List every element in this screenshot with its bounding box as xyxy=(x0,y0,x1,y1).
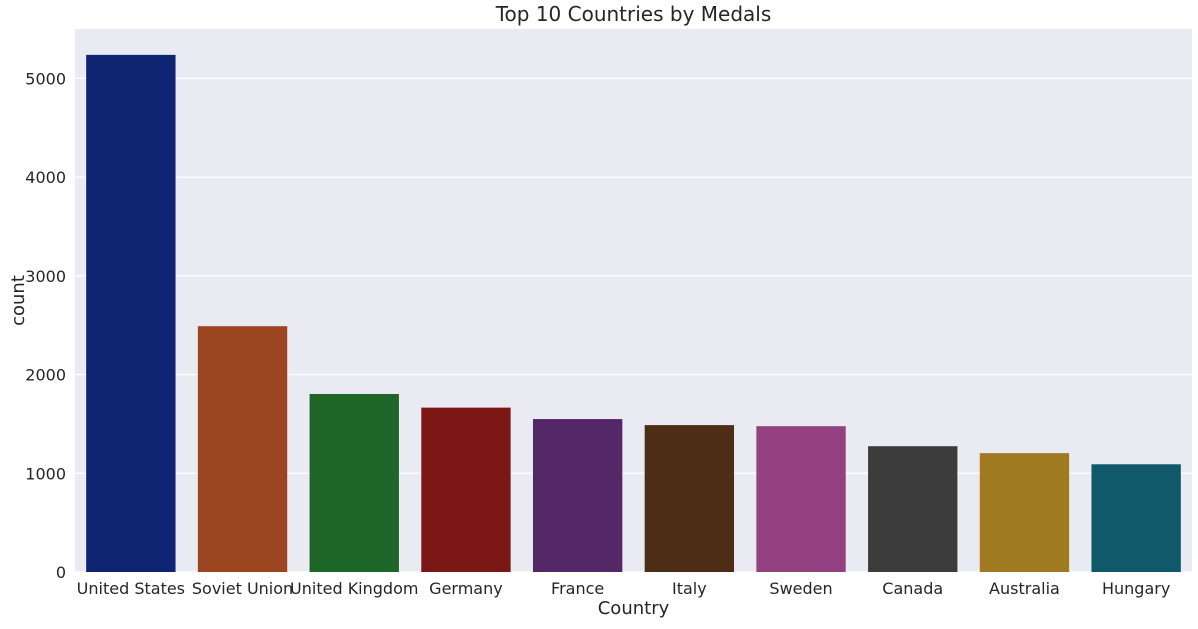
bar xyxy=(868,446,958,572)
x-tick-label: Australia xyxy=(989,579,1060,598)
x-tick-label: Sweden xyxy=(769,579,832,598)
bars xyxy=(86,54,1181,572)
x-tick-label: Soviet Union xyxy=(192,579,293,598)
x-tick-label: United Kingdom xyxy=(290,579,418,598)
bar xyxy=(309,393,399,572)
bar xyxy=(86,54,176,572)
bar xyxy=(421,407,511,572)
y-tick-label: 4000 xyxy=(25,168,66,187)
x-tick-label: Canada xyxy=(882,579,943,598)
x-tick-label: Italy xyxy=(672,579,707,598)
x-tick-label: Hungary xyxy=(1102,579,1170,598)
bar xyxy=(756,426,846,572)
x-tick-label: United States xyxy=(77,579,185,598)
y-tick-labels: 0 1000 2000 3000 4000 5000 xyxy=(25,69,66,582)
bar xyxy=(979,453,1070,572)
bar xyxy=(197,326,288,572)
bar xyxy=(1091,464,1181,572)
y-tick-label: 5000 xyxy=(25,69,66,88)
y-tick-label: 0 xyxy=(56,563,66,582)
chart-title: Top 10 Countries by Medals xyxy=(495,2,772,26)
x-tick-label: Germany xyxy=(429,579,503,598)
x-axis-title: Country xyxy=(598,598,670,619)
y-tick-label: 1000 xyxy=(25,464,66,483)
bar xyxy=(532,419,623,572)
y-tick-label: 3000 xyxy=(25,267,66,286)
y-axis-title: count xyxy=(8,275,29,326)
y-tick-label: 2000 xyxy=(25,366,66,385)
bar xyxy=(644,425,735,572)
x-tick-label: France xyxy=(551,579,604,598)
